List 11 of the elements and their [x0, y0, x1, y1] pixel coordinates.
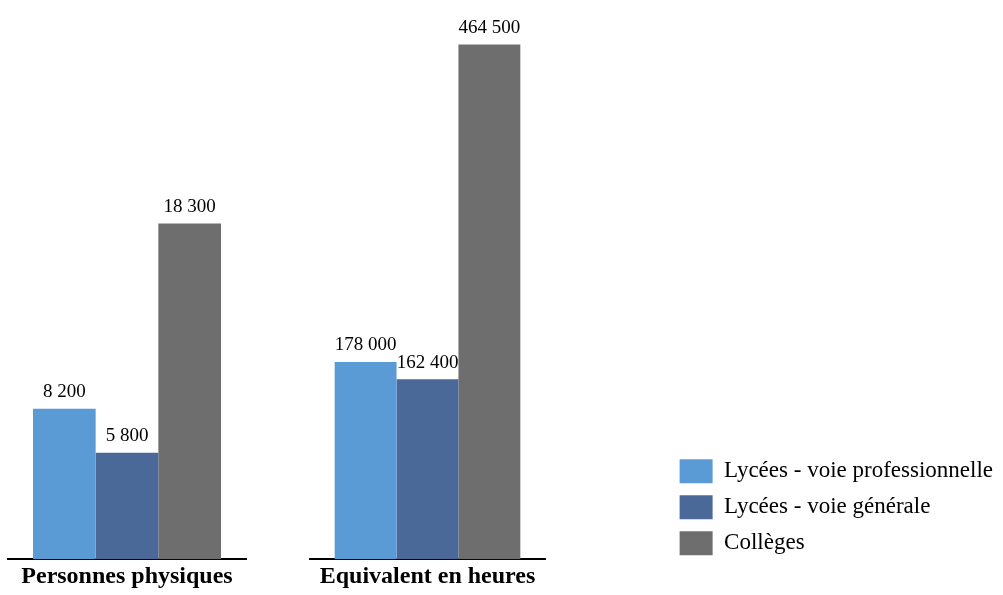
- data-label: 162 400: [396, 350, 459, 372]
- data-label: 5 800: [105, 424, 149, 446]
- data-label: 18 300: [163, 194, 216, 216]
- x-tick-label: Equivalent en heures: [319, 561, 536, 588]
- legend-label: Lycées - voie professionnelle: [724, 457, 994, 483]
- legend-label: Lycées - voie générale: [724, 493, 931, 519]
- legend-label: Collèges: [724, 529, 805, 555]
- data-label: 178 000: [334, 333, 397, 355]
- x-tick-label: Personnes physiques: [21, 561, 233, 588]
- data-label: 8 200: [42, 380, 86, 402]
- data-label: 464 500: [458, 16, 521, 38]
